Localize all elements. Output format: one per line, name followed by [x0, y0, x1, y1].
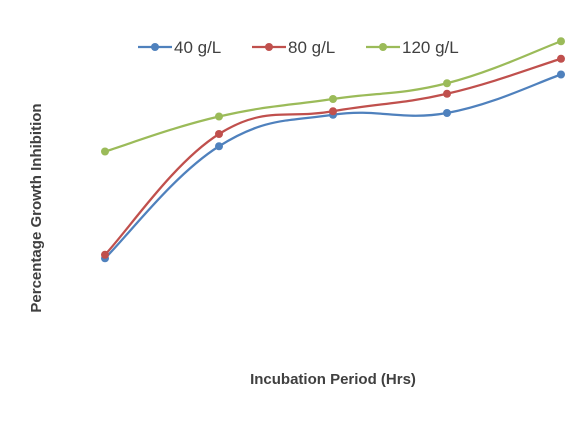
data-point-40-g-l-4 — [443, 109, 451, 117]
plot-area — [101, 37, 565, 263]
data-point-80-g-l-3 — [329, 107, 337, 116]
data-point-80-g-l-1 — [101, 250, 109, 259]
data-point-80-g-l-2 — [215, 130, 223, 138]
data-point-120-g-l-5 — [557, 37, 565, 46]
x-axis-title: Incubation Period (Hrs) — [250, 371, 416, 388]
data-point-120-g-l-2 — [215, 112, 223, 121]
legend-item-40-g-l: 40 g/L — [138, 38, 221, 57]
legend-swatch-marker — [265, 43, 273, 51]
series-line-80-g-l — [104, 57, 562, 256]
legend-item-120-g-l: 120 g/L — [366, 38, 459, 57]
legend: 40 g/L 80 g/L 120 g/L — [138, 38, 459, 57]
legend-label: 120 g/L — [402, 38, 459, 57]
legend-swatch-marker — [379, 43, 387, 51]
legend-item-80-g-l: 80 g/L — [252, 38, 335, 57]
legend-label: 40 g/L — [174, 38, 221, 57]
series-80-g-l — [101, 54, 565, 259]
data-point-80-g-l-5 — [557, 54, 565, 63]
data-point-40-g-l-5 — [557, 70, 565, 79]
y-axis-title: Percentage Growth Inhibition — [28, 103, 45, 312]
data-point-120-g-l-1 — [101, 147, 109, 156]
data-point-40-g-l-2 — [215, 142, 223, 151]
data-point-120-g-l-3 — [329, 95, 337, 103]
legend-swatch-marker — [151, 43, 159, 51]
data-point-120-g-l-4 — [443, 79, 451, 88]
data-point-80-g-l-4 — [443, 89, 451, 98]
series-120-g-l — [101, 37, 565, 156]
legend-label: 80 g/L — [288, 38, 335, 57]
